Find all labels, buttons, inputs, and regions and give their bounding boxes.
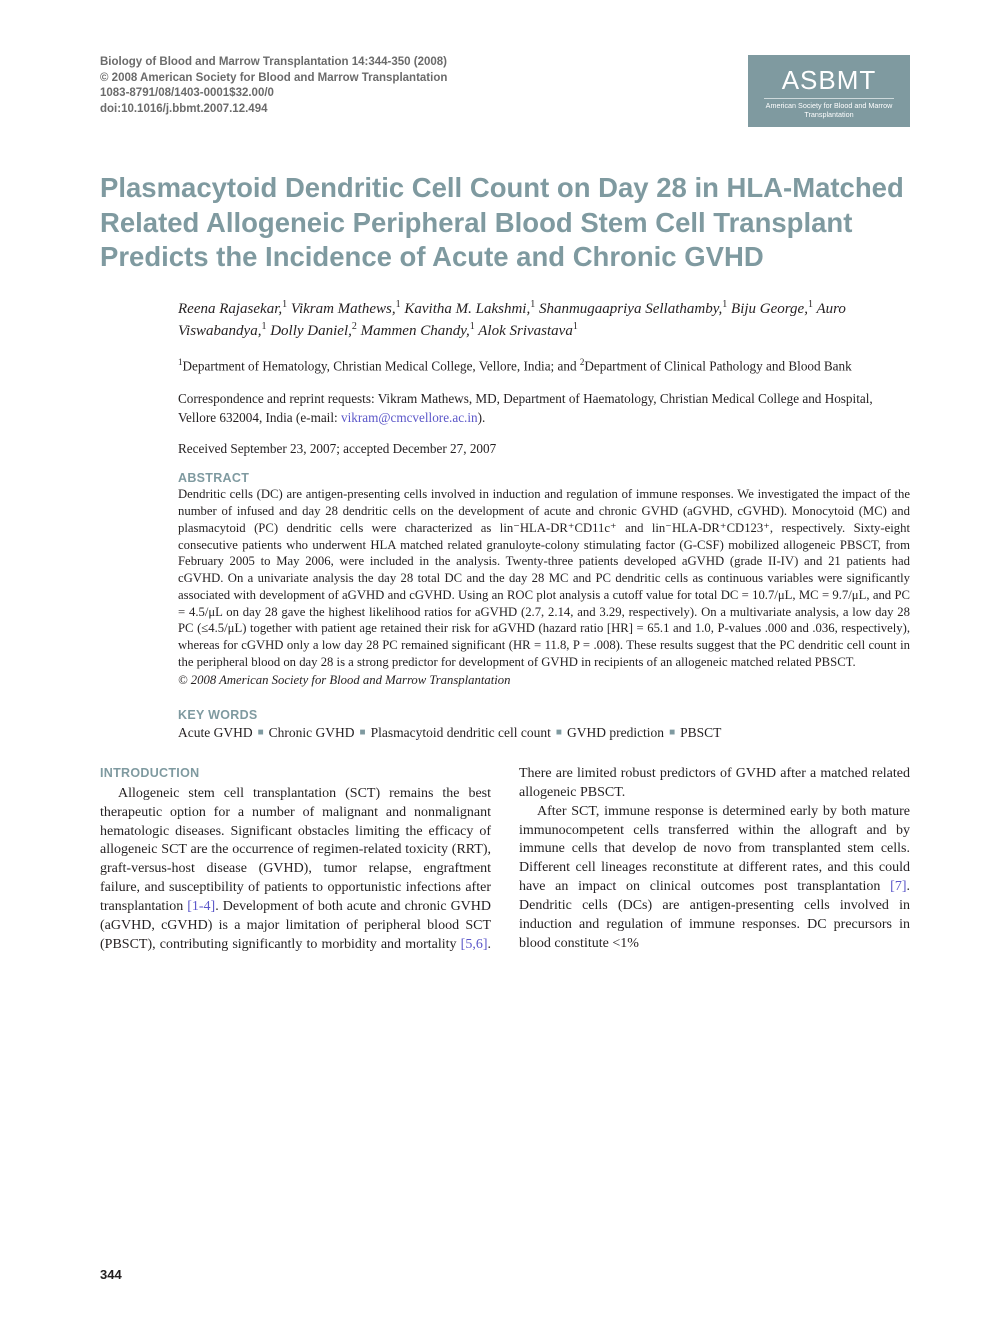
keyword: Chronic GVHD xyxy=(269,725,355,740)
keyword-separator: ■ xyxy=(664,727,680,738)
logo-acronym: ASBMT xyxy=(764,65,894,99)
abstract-copyright: © 2008 American Society for Blood and Ma… xyxy=(178,673,910,688)
body-text: INTRODUCTION Allogeneic stem cell transp… xyxy=(100,765,910,955)
journal-citation: Biology of Blood and Marrow Transplantat… xyxy=(100,55,447,71)
citation-1-4[interactable]: [1-4] xyxy=(187,899,215,914)
keyword: Acute GVHD xyxy=(178,725,253,740)
keyword-separator: ■ xyxy=(551,727,567,738)
article-dates: Received September 23, 2007; accepted De… xyxy=(178,441,910,457)
logo-fullname: American Society for Blood and Marrow Tr… xyxy=(764,102,894,119)
citation-5-6[interactable]: [5,6] xyxy=(461,937,488,952)
correspondence-suffix: ). xyxy=(478,410,486,425)
affiliations: 1Department of Hematology, Christian Med… xyxy=(178,356,910,376)
author-list: Reena Rajasekar,1 Vikram Mathews,1 Kavit… xyxy=(178,298,910,342)
keyword: GVHD prediction xyxy=(567,725,664,740)
correspondence-text: Correspondence and reprint requests: Vik… xyxy=(178,391,873,424)
journal-doi: doi:10.1016/j.bbmt.2007.12.494 xyxy=(100,102,447,118)
keyword: Plasmacytoid dendritic cell count xyxy=(371,725,551,740)
journal-issn: 1083-8791/08/1403-0001$32.00/0 xyxy=(100,86,447,102)
page-number: 344 xyxy=(100,1267,122,1282)
keywords-list: Acute GVHD■Chronic GVHD■Plasmacytoid den… xyxy=(178,723,910,743)
journal-copyright: © 2008 American Society for Blood and Ma… xyxy=(100,71,447,87)
keyword-separator: ■ xyxy=(253,727,269,738)
asbmt-logo: ASBMT American Society for Blood and Mar… xyxy=(748,55,910,127)
intro-paragraph-2: After SCT, immune response is determined… xyxy=(519,803,910,954)
keyword: PBSCT xyxy=(680,725,721,740)
citation-7[interactable]: [7] xyxy=(890,879,906,894)
keyword-separator: ■ xyxy=(355,727,371,738)
introduction-label: INTRODUCTION xyxy=(100,765,491,782)
article-title: Plasmacytoid Dendritic Cell Count on Day… xyxy=(100,171,910,274)
keywords-label: KEY WORDS xyxy=(178,708,910,722)
journal-meta: Biology of Blood and Marrow Transplantat… xyxy=(100,55,447,117)
correspondence-email[interactable]: vikram@cmcvellore.ac.in xyxy=(341,410,478,425)
abstract-text: Dendritic cells (DC) are antigen-present… xyxy=(178,486,910,670)
correspondence: Correspondence and reprint requests: Vik… xyxy=(178,390,910,427)
abstract-label: ABSTRACT xyxy=(178,471,910,485)
